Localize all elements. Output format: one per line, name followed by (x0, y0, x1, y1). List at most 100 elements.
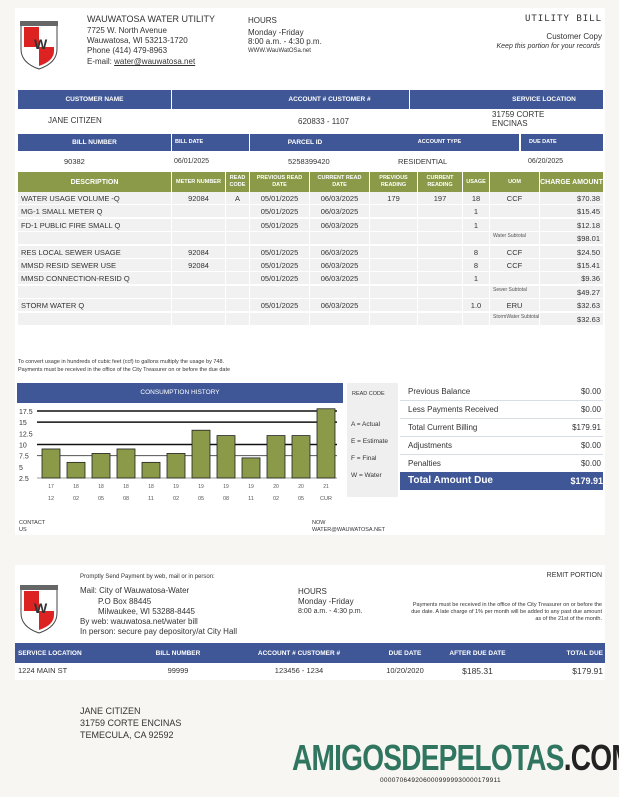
payment-note: Payments must be received in the office … (18, 367, 231, 373)
remit-hours-title: HOURS (298, 587, 327, 596)
table-cell (172, 205, 226, 219)
website-link[interactable]: WWW.WauWatOSa.net (248, 48, 311, 54)
table-cell: 1.0 (463, 299, 490, 313)
table-cell (418, 312, 463, 326)
readcode-item: E = Estimate (351, 438, 389, 445)
late-charge-notice: Payments must be received in the office … (411, 602, 602, 622)
watermark-text: AMIGOSDEPELOTAS (292, 737, 565, 778)
total-due-value: $179.91 (570, 476, 603, 486)
remit-value: 123456 - 1234 (274, 666, 324, 675)
x-tick-month: CUR (320, 496, 332, 502)
x-tick-year: 20 (273, 484, 279, 490)
table-cell: 8 (463, 259, 490, 272)
email-link[interactable]: water@wauwatosa.net (114, 57, 196, 66)
table-cell (370, 285, 418, 299)
table-cell: 06/03/2025 (310, 272, 370, 286)
summary-value: $0.00 (580, 405, 601, 414)
table-cell: CCF (490, 192, 540, 205)
column-header: UOM (490, 172, 540, 192)
summary-value: $179.91 (572, 423, 601, 432)
customer-copy: Customer Copy (546, 32, 602, 41)
table-cell (370, 272, 418, 286)
bar (166, 453, 186, 479)
hours-time: 8:00 a.m. - 4:30 p.m. (248, 37, 322, 46)
x-tick-year: 20 (298, 484, 304, 490)
remit-in-person: In person: secure pay depository/at City… (80, 627, 237, 636)
bar (91, 453, 111, 479)
bill-date: 06/01/2025 (174, 158, 210, 165)
chart-title: CONSUMPTION HISTORY (140, 389, 220, 396)
table-cell (463, 285, 490, 299)
table-cell: WATER USAGE VOLUME -Q (18, 192, 172, 205)
conversion-note: To convert usage in hundreds of cubic fe… (18, 359, 225, 365)
table-cell (310, 312, 370, 326)
mailing-city: TEMECULA, CA 92592 (80, 730, 174, 740)
table-cell: ERU (490, 299, 540, 313)
summary-label: Adjustments (408, 441, 453, 450)
table-cell (18, 285, 172, 299)
remit-column-header: AFTER DUE DATE (449, 650, 506, 657)
due-date-label: DUE DATE (520, 134, 603, 151)
column-header: PREVIOUS READ DATE (250, 172, 310, 192)
summary-row: Adjustments $0.00 (400, 437, 603, 455)
x-tick-month: 05 (98, 496, 104, 502)
table-cell: 06/03/2025 (310, 299, 370, 313)
summary-label: Previous Balance (408, 387, 471, 396)
table-cell (370, 205, 418, 219)
service-location: 31759 CORTE ENCINAS (492, 110, 545, 128)
table-cell (370, 245, 418, 259)
remit-hours-time: 8:00 a.m. - 4:30 p.m. (298, 608, 363, 615)
table-cell (490, 272, 540, 286)
table-row: MMSD RESID SEWER USE 92084 05/01/2025 06/03… (18, 259, 603, 272)
customer-name: JANE CITIZEN (48, 116, 102, 125)
remit-value: 1224 MAIN ST (18, 666, 68, 675)
table-cell: RES LOCAL SEWER USAGE (18, 245, 172, 259)
table-cell: A (226, 192, 250, 205)
remit-mail1: Mail: City of Wauwatosa-Water (80, 586, 190, 595)
x-tick-year: 18 (123, 484, 129, 490)
x-tick-year: 19 (223, 484, 229, 490)
x-tick-year: 21 (323, 484, 329, 490)
table-cell: 06/03/2025 (310, 218, 370, 232)
table-cell (490, 205, 540, 219)
table-cell (418, 285, 463, 299)
table-cell: 05/01/2025 (250, 205, 310, 219)
table-cell: $12.18 (577, 220, 600, 230)
x-tick-year: 19 (198, 484, 204, 490)
mailing-street: 31759 CORTE ENCINAS (80, 718, 182, 728)
parcel-label: PARCEL ID (287, 139, 323, 146)
summary-row: Penalties $0.00 (400, 455, 603, 473)
x-tick-month: 05 (298, 496, 304, 502)
contact-us: CONTACT US (19, 520, 46, 533)
column-header: CURRENT READING (418, 172, 463, 192)
x-tick-year: 18 (148, 484, 154, 490)
y-tick-label: 10 (19, 443, 27, 450)
table-row: Water Subtotal $98.01 (18, 232, 603, 246)
remit-column-header: ACCOUNT # CUSTOMER # (257, 650, 341, 657)
table-row: MG-1 SMALL METER Q 05/01/2025 06/03/2025 1 $… (18, 205, 603, 219)
y-tick-label: 7.5 (19, 454, 29, 461)
remit-prompt: Promptly Send Payment by web, mail or in… (80, 574, 215, 580)
svg-text:W: W (34, 36, 48, 52)
remit-column-header: TOTAL DUE (566, 650, 603, 657)
contact-email[interactable]: WATER@WAUWATOSA.NET (312, 527, 386, 533)
table-cell (172, 218, 226, 232)
column-header: PREVIOUS READING (370, 172, 418, 192)
readcode-panel (347, 383, 398, 497)
summary-value: $0.00 (580, 441, 601, 450)
header1-bar (18, 90, 603, 109)
city-seal-logo: W (20, 21, 58, 70)
watermark-tld: .COM (563, 737, 619, 778)
bar (41, 448, 61, 479)
remit-value: $185.31 (462, 666, 493, 676)
table-cell: MG-1 SMALL METER Q (18, 205, 172, 219)
table-cell (250, 285, 310, 299)
table-cell (172, 312, 226, 326)
svg-text:W: W (34, 600, 48, 616)
table-row: Sewer Subtotal $49.27 (18, 285, 603, 299)
table-cell: 1 (463, 205, 490, 219)
x-tick-year: 18 (98, 484, 104, 490)
keep-note: Keep this portion for your records (496, 43, 601, 50)
x-tick-month: 12 (48, 496, 54, 502)
table-cell: MMSD CONNECTION-RESID Q (18, 272, 172, 286)
